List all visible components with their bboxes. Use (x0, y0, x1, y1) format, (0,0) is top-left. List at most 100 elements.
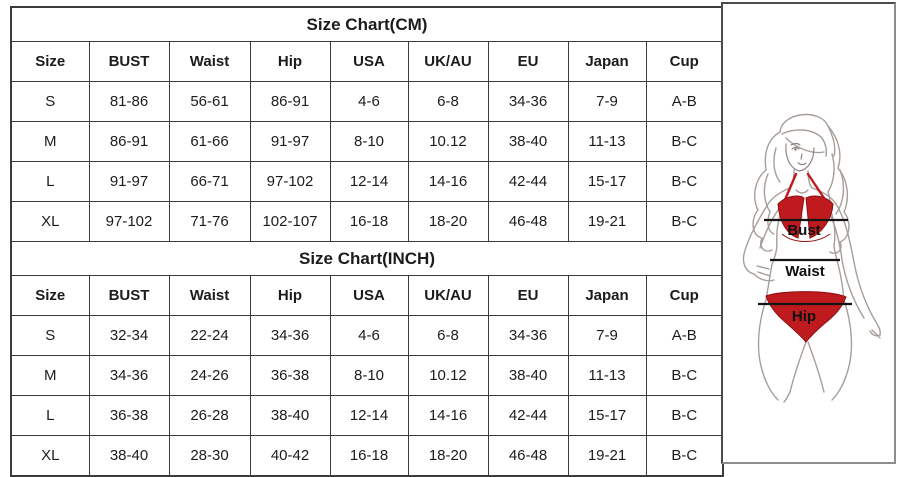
value-cell: 86-91 (249, 81, 331, 122)
size-cell: XL (10, 435, 90, 477)
value-cell: 4-6 (329, 315, 409, 356)
value-cell: 91-97 (88, 161, 170, 202)
value-cell: 91-97 (249, 121, 331, 162)
value-cell: 18-20 (407, 435, 489, 477)
value-cell: 15-17 (567, 161, 647, 202)
value-cell: 97-102 (88, 201, 170, 242)
table-row: M 86-91 61-66 91-97 8-10 10.12 38-40 11-13 B-C (10, 121, 724, 162)
value-cell: 6-8 (407, 315, 489, 356)
eye (793, 148, 797, 151)
column-header: USA (329, 41, 409, 82)
value-cell: 24-26 (168, 355, 251, 396)
value-cell: 18-20 (407, 201, 489, 242)
value-cell: 28-30 (168, 435, 251, 477)
value-cell: 14-16 (407, 395, 489, 436)
value-cell: 42-44 (487, 161, 569, 202)
value-cell: 86-91 (88, 121, 170, 162)
value-cell: 12-14 (329, 161, 409, 202)
value-cell: 42-44 (487, 395, 569, 436)
column-header: Waist (168, 275, 251, 316)
value-cell: 32-34 (88, 315, 170, 356)
column-header: EU (487, 275, 569, 316)
value-cell: 61-66 (168, 121, 251, 162)
section-title: Size Chart(CM) (10, 6, 724, 42)
value-cell: 8-10 (329, 121, 409, 162)
value-cell: 15-17 (567, 395, 647, 436)
value-cell: 16-18 (329, 435, 409, 477)
bikini-top (776, 172, 834, 242)
value-cell: A-B (645, 315, 724, 356)
column-header: USA (329, 275, 409, 316)
column-header: Size (10, 41, 90, 82)
value-cell: 71-76 (168, 201, 251, 242)
hip-label: Hip (791, 308, 815, 325)
size-cell: M (10, 355, 90, 396)
value-cell: 7-9 (567, 315, 647, 356)
value-cell: 7-9 (567, 81, 647, 122)
value-cell: 10.12 (407, 121, 489, 162)
value-cell: 22-24 (168, 315, 251, 356)
size-cell: S (10, 315, 90, 356)
size-cell: M (10, 121, 90, 162)
column-header: Cup (645, 275, 724, 316)
value-cell: 38-40 (487, 121, 569, 162)
value-cell: 81-86 (88, 81, 170, 122)
face (784, 142, 815, 172)
value-cell: 19-21 (567, 201, 647, 242)
value-cell: 10.12 (407, 355, 489, 396)
table-row: L 36-38 26-28 38-40 12-14 14-16 42-44 15-17 B-C (10, 395, 724, 436)
size-cell: L (10, 395, 90, 436)
value-cell: 46-48 (487, 201, 569, 242)
value-cell: 11-13 (567, 355, 647, 396)
value-cell: 36-38 (249, 355, 331, 396)
value-cell: A-B (645, 81, 724, 122)
woman-measurement-illustration: Bust Waist Hip (742, 113, 881, 403)
value-cell: B-C (645, 355, 724, 396)
value-cell: B-C (645, 395, 724, 436)
value-cell: B-C (645, 161, 724, 202)
hip-measure-line: Hip (757, 302, 852, 325)
column-header: Hip (249, 41, 331, 82)
value-cell: 6-8 (407, 81, 489, 122)
value-cell: B-C (645, 201, 724, 242)
column-header: EU (487, 41, 569, 82)
table-row: S 32-34 22-24 34-36 4-6 6-8 34-36 7-9 A-B (10, 315, 724, 356)
value-cell: 66-71 (168, 161, 251, 202)
body-outline (742, 169, 881, 403)
waist-label: Waist (785, 263, 824, 280)
size-cell: XL (10, 201, 90, 242)
bust-label: Bust (787, 222, 820, 239)
value-cell: B-C (645, 121, 724, 162)
section-title: Size Chart(INCH) (10, 241, 724, 276)
value-cell: 56-61 (168, 81, 251, 122)
table-row: XL 97-102 71-76 102-107 16-18 18-20 46-48 19-21… (10, 201, 724, 242)
waist-measure-line: Waist (769, 258, 840, 280)
section-title-row: Size Chart(INCH) (10, 241, 724, 276)
table-row: XL 38-40 28-30 40-42 16-18 18-20 46-48 19-21 B-C (10, 435, 724, 477)
value-cell: 34-36 (249, 315, 331, 356)
size-chart-table: Size Chart(CM) Size BUST Waist Hip USA UK/AU EU… (10, 6, 724, 477)
table-row: L 91-97 66-71 97-102 12-14 14-16 42-44 15-17 B-C (10, 161, 724, 202)
value-cell: 102-107 (249, 201, 331, 242)
column-header: Size (10, 275, 90, 316)
value-cell: 38-40 (487, 355, 569, 396)
value-cell: 34-36 (487, 81, 569, 122)
column-header: Hip (249, 275, 331, 316)
value-cell: 14-16 (407, 161, 489, 202)
value-cell: 38-40 (249, 395, 331, 436)
size-chart-table-body: Size Chart(CM) Size BUST Waist Hip USA UK/AU EU… (10, 6, 724, 477)
column-header-row: Size BUST Waist Hip USA UK/AU EU Japan Cup (10, 41, 724, 82)
column-header: Japan (567, 275, 647, 316)
section-title-row: Size Chart(CM) (10, 6, 724, 42)
column-header: BUST (88, 41, 170, 82)
value-cell: 8-10 (329, 355, 409, 396)
size-cell: S (10, 81, 90, 122)
value-cell: 34-36 (487, 315, 569, 356)
value-cell: 26-28 (168, 395, 251, 436)
column-header: Cup (645, 41, 724, 82)
value-cell: 38-40 (88, 435, 170, 477)
column-header: Japan (567, 41, 647, 82)
column-header: UK/AU (407, 275, 489, 316)
bust-measure-line: Bust (763, 218, 848, 239)
